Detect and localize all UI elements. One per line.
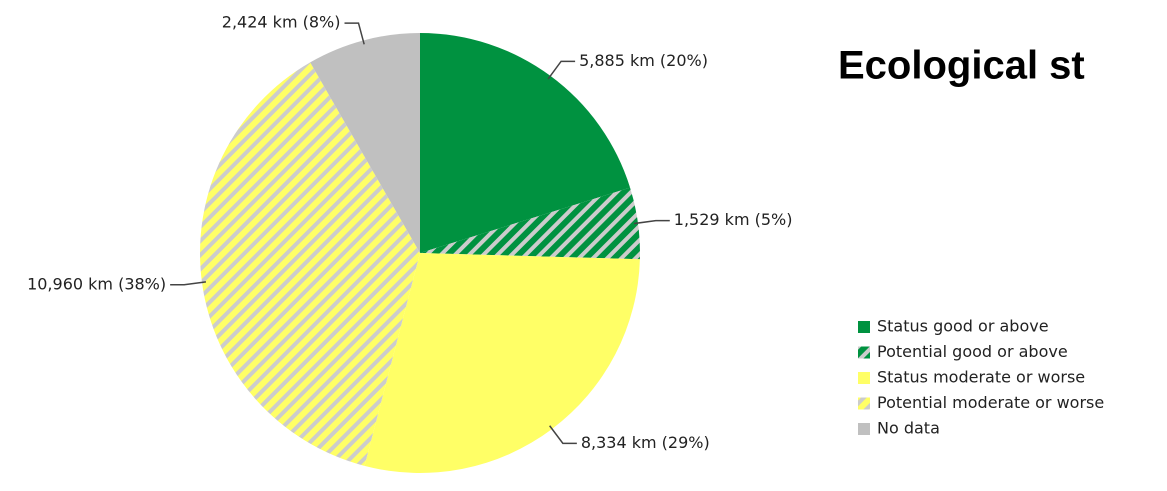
leader-line — [344, 22, 365, 45]
legend-swatch — [858, 346, 870, 359]
legend-swatch — [858, 423, 870, 435]
legend-label: No data — [877, 419, 940, 438]
data-label: 5,885 km (20%) — [579, 51, 708, 70]
chart-title: Ecological st — [838, 44, 1085, 88]
pie-slice — [420, 33, 631, 253]
data-label: 1,529 km (5%) — [674, 210, 793, 229]
pie-slice — [199, 62, 420, 466]
legend-label: Status good or above — [877, 317, 1049, 336]
legend-swatch — [858, 372, 870, 384]
leader-line — [549, 425, 577, 445]
legend-label: Potential moderate or worse — [877, 393, 1104, 412]
leader-line — [633, 219, 670, 225]
pie-slice — [310, 33, 420, 253]
legend-swatch — [858, 321, 870, 333]
pie-slice — [364, 253, 640, 473]
pie-slice — [420, 187, 640, 260]
leader-line — [170, 281, 207, 286]
data-label: 10,960 km (38%) — [27, 274, 166, 293]
legend-label: Potential good or above — [877, 342, 1068, 361]
data-label: 2,424 km (8%) — [222, 13, 341, 32]
data-label: 8,334 km (29%) — [581, 433, 710, 452]
legend-label: Status moderate or worse — [877, 368, 1085, 387]
leader-line — [547, 60, 576, 80]
legend-swatch — [858, 397, 870, 410]
